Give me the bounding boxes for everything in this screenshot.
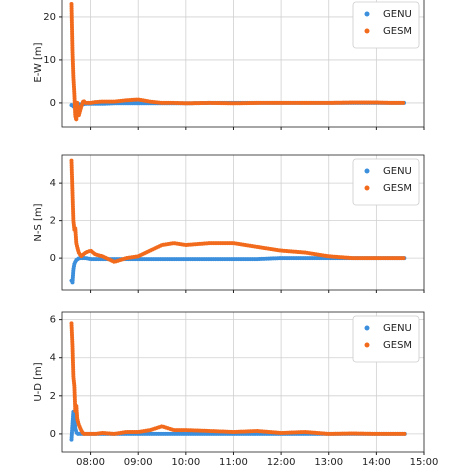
y-tick-label: 2	[50, 216, 56, 227]
panel: 0 2 4 N-S [m] GENU GESM	[33, 154, 425, 293]
x-tick-label: 10:00	[171, 457, 200, 468]
plot-frame	[61, 0, 425, 128]
legend-label: GESM	[383, 340, 412, 351]
panel: 08:00 09:00 10:00 11:00 12:00 13:00 14:00 15:00…	[33, 311, 439, 468]
legend-marker	[364, 11, 370, 17]
x-tick-label: 11:00	[219, 457, 248, 468]
x-tick-label: 13:00	[314, 457, 343, 468]
legend-label: GENU	[383, 323, 412, 334]
legend-label: GESM	[383, 26, 412, 37]
x-tick-label: 14:00	[362, 457, 391, 468]
legend-marker	[364, 325, 370, 331]
y-tick-label: 0	[50, 98, 56, 109]
y-tick-label: 4	[50, 353, 56, 364]
series-line	[69, 409, 407, 442]
panel: 0 10 20 E-W [m] GENU GESM	[33, 0, 425, 130]
x-tick-label: 15:00	[410, 457, 439, 468]
y-tick-label: 0	[50, 429, 56, 440]
x-tick-label: 08:00	[76, 457, 105, 468]
y-tick-label: 0	[50, 253, 56, 264]
series-line-core	[70, 160, 405, 264]
series-line	[69, 256, 407, 285]
legend-label: GENU	[383, 9, 412, 20]
legend-label: GESM	[383, 183, 412, 194]
legend-marker	[364, 168, 370, 174]
y-axis-label: N-S [m]	[33, 203, 44, 241]
legend-marker	[364, 185, 370, 191]
legend-marker	[364, 342, 370, 348]
plot-frame	[61, 154, 425, 291]
y-tick-label: 4	[50, 178, 56, 189]
y-axis-label: E-W [m]	[33, 42, 44, 82]
legend-box	[352, 1, 420, 49]
legend-label: GENU	[383, 166, 412, 177]
legend-marker	[364, 28, 370, 34]
legend-box	[352, 315, 420, 363]
y-tick-label: 20	[43, 12, 56, 23]
legend-box	[352, 158, 420, 206]
y-tick-label: 6	[50, 315, 56, 326]
y-tick-label: 2	[50, 391, 56, 402]
plot-frame	[61, 311, 425, 453]
y-axis-label: U-D [m]	[33, 362, 44, 401]
series-line-core	[70, 323, 405, 436]
x-tick-label: 09:00	[124, 457, 153, 468]
series-line-core	[70, 3, 405, 122]
series-line-core	[70, 256, 405, 284]
x-tick-label: 12:00	[267, 457, 296, 468]
y-tick-label: 10	[43, 55, 56, 66]
